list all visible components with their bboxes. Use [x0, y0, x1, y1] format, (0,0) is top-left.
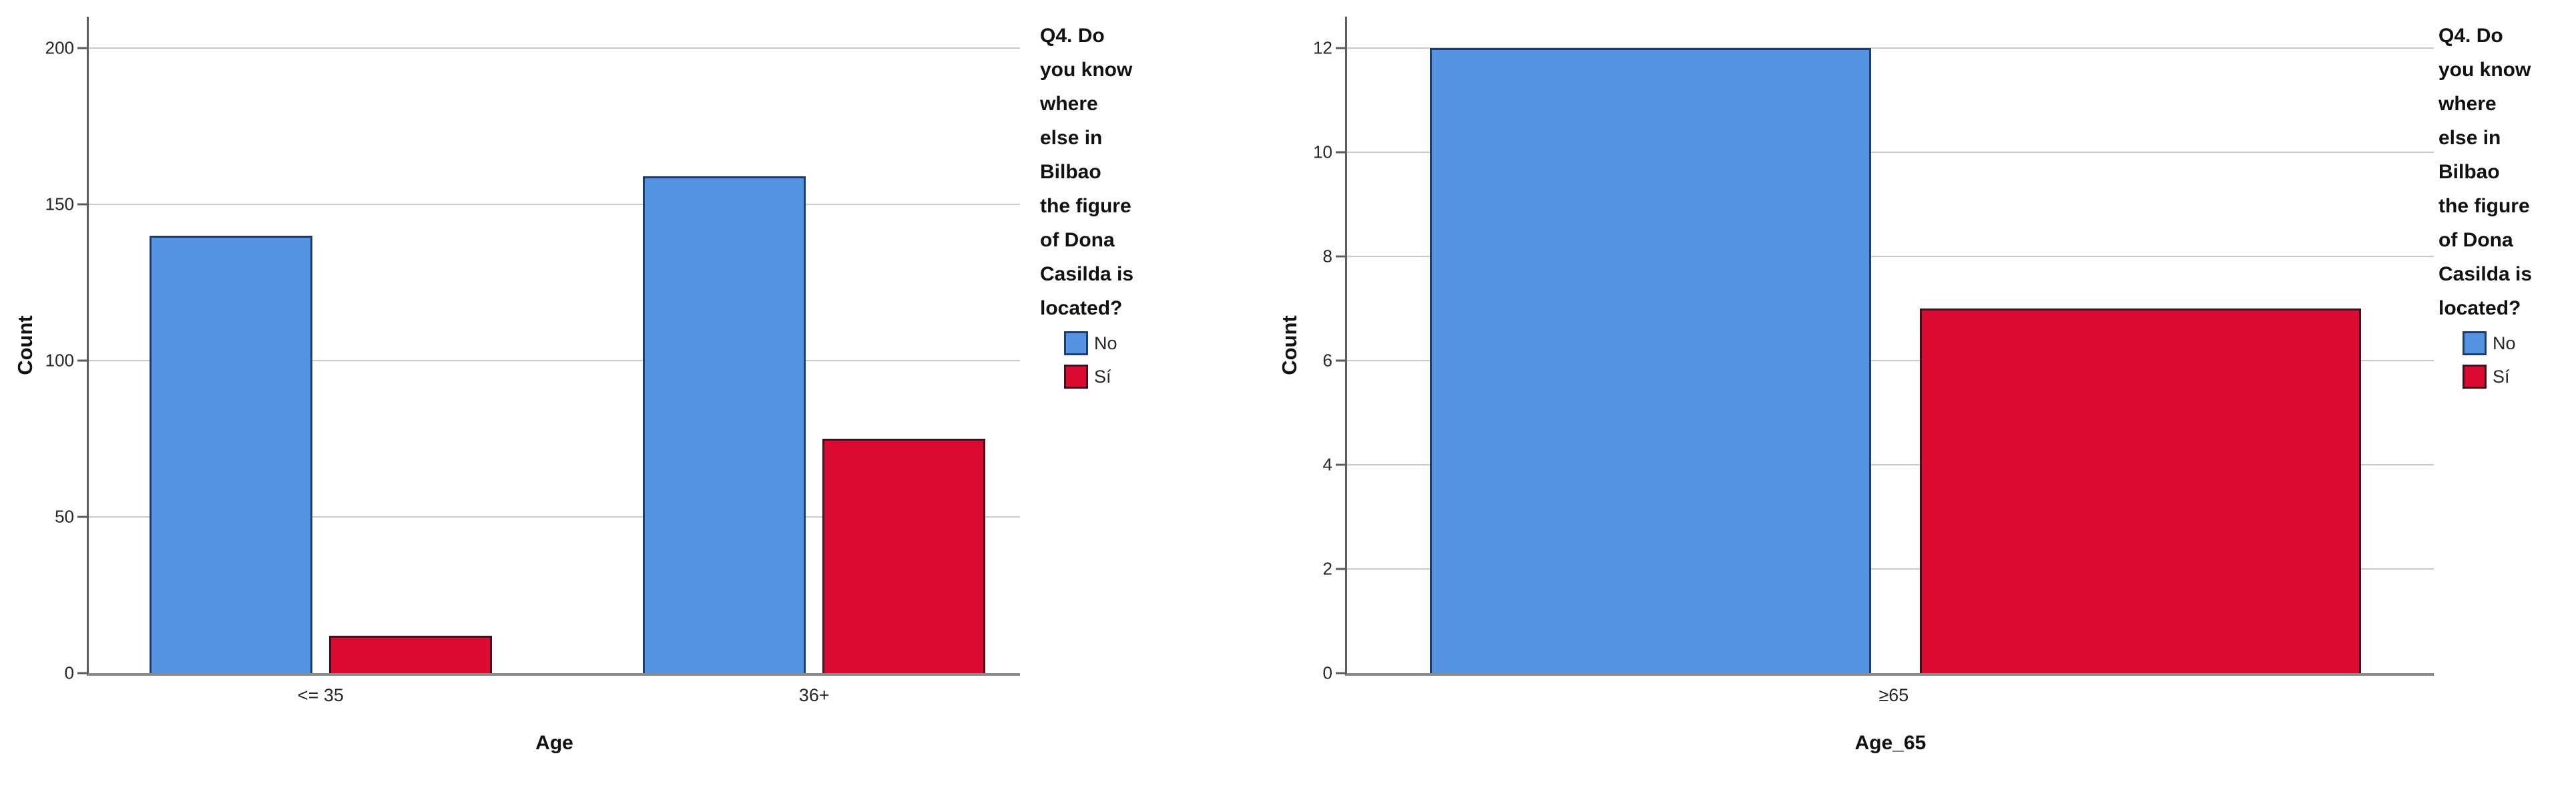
- legend-item-label: Sí: [1094, 366, 1111, 387]
- bar-si-36-: [822, 438, 986, 673]
- legend-title-line: of Dona: [1040, 229, 1115, 251]
- legend-item-no: No: [2463, 328, 2532, 359]
- y-tick-label: 200: [45, 37, 74, 58]
- y-tick-label: 50: [55, 506, 74, 527]
- legend-title-line: Casilda is: [2438, 263, 2533, 285]
- legend-title-line: the figure: [2438, 195, 2530, 217]
- y-tick-mark: [77, 47, 87, 49]
- legend-swatch-no: [2463, 331, 2487, 355]
- legend-title-line: where: [2438, 93, 2497, 115]
- legend-title-line: the figure: [1040, 195, 1131, 217]
- legend-title-line: Q4. Do: [1040, 25, 1105, 47]
- legend-item-si: Sí: [2463, 361, 2532, 392]
- gridline-4: [1347, 463, 2434, 465]
- legend-title-line: located?: [2438, 297, 2521, 319]
- y-tick-mark: [1336, 255, 1346, 258]
- chart-age: 0 50 100 150 200 <= 35 36+ Age Count Q4. Do you kn…: [13, 17, 1133, 754]
- y-tick-mark: [1336, 47, 1346, 49]
- bar-no--35: [149, 235, 312, 673]
- y-tick-mark: [77, 672, 87, 674]
- legend: Q4. Do you know where else in Bilbao the figu…: [1040, 19, 1133, 392]
- y-tick-mark: [1336, 672, 1346, 674]
- plot-area: 0 50 100 150 200 <= 35 36+ Age: [45, 17, 1020, 754]
- gridline-200: [89, 47, 1020, 49]
- legend-title-line: of Dona: [2438, 229, 2513, 251]
- legend-title-line: Bilbao: [1040, 161, 1101, 183]
- legend: Q4. Do you know where else in Bilbao the figu…: [2438, 19, 2532, 392]
- legend-title-line: you know: [1040, 59, 1133, 81]
- chart-age_65: 0 2 4 6 8 10 12 ≥65 Age_65 Count Q4. Do you know whe…: [1255, 0, 2576, 790]
- gridline-10: [1347, 151, 2434, 153]
- legend-title-line: else in: [1040, 127, 1103, 149]
- category-label: ≥65: [1878, 685, 1909, 705]
- legend-swatch-si: [1064, 365, 1088, 389]
- x-axis-title: Age_65: [1854, 732, 1926, 754]
- y-tick-label: 0: [64, 662, 74, 683]
- bar-no-36-: [643, 176, 806, 673]
- legend-item-label: No: [1094, 333, 1117, 353]
- legend-title-line: located?: [1040, 297, 1123, 319]
- y-tick-label: 6: [1322, 350, 1332, 371]
- y-tick-label: 8: [1322, 246, 1332, 266]
- y-tick-mark: [1336, 359, 1346, 362]
- legend-title-line: else in: [2438, 127, 2501, 149]
- gridline-100: [89, 359, 1020, 361]
- y-tick-label: 0: [1322, 662, 1332, 683]
- y-tick-mark: [77, 359, 87, 362]
- legend-item-label: No: [2493, 333, 2516, 353]
- gridline-8: [1347, 255, 2434, 257]
- y-tick-label: 150: [45, 194, 74, 214]
- legend-title-line: where: [1040, 93, 1098, 115]
- gridline-150: [89, 203, 1020, 205]
- legend-swatch-no: [1064, 331, 1088, 355]
- y-axis-title: Count: [13, 315, 37, 375]
- legend-item-label: Sí: [2493, 366, 2510, 387]
- bar-si--35: [328, 635, 493, 673]
- y-tick-mark: [77, 203, 87, 206]
- y-tick-label: 4: [1322, 454, 1332, 475]
- legend-item-si: Sí: [1064, 361, 1133, 392]
- gridline-2: [1347, 568, 2434, 570]
- legend-swatch-si: [2463, 365, 2487, 389]
- gridline-12: [1347, 47, 2434, 49]
- legend-title-line: Q4. Do: [2438, 25, 2503, 47]
- bar-si--65: [1919, 308, 2361, 673]
- legend-title-line: you know: [2438, 59, 2531, 81]
- category-label: <= 35: [297, 685, 344, 705]
- bar-no--65: [1429, 47, 1871, 673]
- gridline-50: [89, 516, 1020, 518]
- y-tick-label: 12: [1313, 37, 1332, 58]
- legend-title-line: Casilda is: [1040, 263, 1134, 285]
- x-axis-title: Age: [535, 732, 573, 754]
- y-tick-mark: [1336, 463, 1346, 466]
- y-axis-title: Count: [1278, 315, 1301, 375]
- gridline-6: [1347, 359, 2434, 361]
- y-tick-mark: [77, 516, 87, 518]
- legend-item-no: No: [1064, 328, 1133, 359]
- y-tick-label: 10: [1313, 142, 1332, 162]
- legend-title-line: Bilbao: [2438, 161, 2500, 183]
- plot-area: 0 2 4 6 8 10 12 ≥65 Age_65: [1313, 17, 2434, 754]
- y-tick-mark: [1336, 151, 1346, 154]
- y-tick-label: 100: [45, 350, 74, 371]
- y-tick-label: 2: [1322, 558, 1332, 579]
- y-tick-mark: [1336, 568, 1346, 570]
- category-label: 36+: [798, 685, 830, 705]
